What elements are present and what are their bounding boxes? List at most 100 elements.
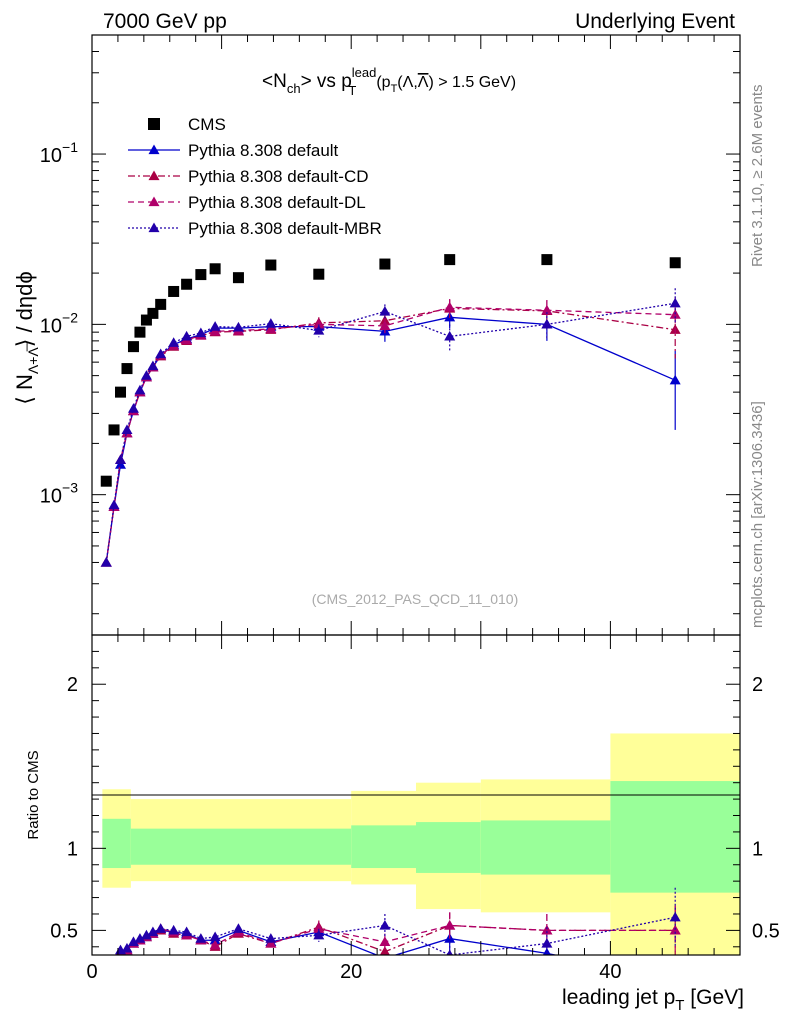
x-tick-label: 40 — [599, 961, 621, 983]
cd-line — [105, 307, 676, 563]
ratio-y-tick-label: 2 — [67, 674, 78, 696]
tick-exp: −1 — [62, 139, 78, 155]
legend-marker-default — [148, 144, 160, 155]
mbr-point — [127, 403, 139, 413]
mbr-ratio-point — [209, 931, 221, 942]
tick-exp: −2 — [62, 309, 78, 325]
mbr-ratio-point — [541, 938, 553, 948]
default-line — [105, 316, 676, 563]
xlabel-sub: T — [675, 997, 684, 1014]
default-point — [669, 374, 681, 385]
mbr-point — [541, 318, 553, 329]
mbr-ratio-point — [181, 926, 193, 937]
mbr-point — [121, 424, 133, 435]
mbr-ratio-point — [265, 933, 277, 943]
mbr-ratio-point — [127, 936, 139, 946]
mbr-point — [115, 454, 127, 465]
ylabel-post: ⟩ / dηdϕ — [12, 271, 37, 347]
title-cut3: ) > 1.5 GeV) — [428, 74, 516, 91]
mbr-point — [444, 330, 456, 341]
cms-point — [669, 257, 681, 269]
legend-swatch-cms — [148, 118, 160, 130]
cms-point — [155, 298, 167, 310]
main-y-tick-label: 10−3 — [40, 480, 78, 508]
ratio-frame — [91, 634, 741, 956]
ratio-band-green — [351, 825, 416, 869]
dl-point — [313, 318, 325, 329]
x-tick-label: 0 — [86, 961, 97, 983]
cms-point — [100, 475, 112, 487]
dl-ratio-point — [313, 923, 325, 933]
default-ratio-point — [670, 974, 681, 984]
mbr-point — [232, 321, 244, 332]
dl-ratio-point — [541, 924, 553, 935]
title-p-sub: T — [348, 83, 356, 98]
mbr-ratio-point — [232, 923, 244, 933]
title-cut1: (p — [376, 74, 390, 91]
ratio-y-tick-label-right: 2 — [752, 674, 763, 696]
main-y-tick-label: 10−1 — [40, 139, 78, 167]
xlabel-unit: [GeV] — [684, 986, 744, 1009]
rivet-label: Rivet 3.1.10, ≥ 2.6M events — [749, 85, 766, 268]
mbr-point — [140, 370, 152, 380]
mbr-ratio-line — [120, 916, 676, 955]
cms-point — [444, 254, 456, 266]
mbr-ratio-point — [134, 933, 146, 943]
ratio-ticks: 0.5 0.51 12 20 20 40 — [50, 635, 780, 983]
mbr-ratio-point — [147, 926, 159, 937]
ratio-y-tick-label-right: 1 — [752, 838, 763, 860]
mbr-ratio-point — [669, 911, 681, 922]
cms-point — [209, 263, 221, 275]
legend-label-dl: Pythia 8.308 default-DL — [188, 193, 366, 212]
ratio-band-green — [102, 818, 131, 869]
xlabel-text: leading jet p — [562, 986, 675, 1009]
mbr-point — [669, 297, 681, 308]
dl-point — [379, 320, 391, 330]
ratio-plot: 0.5 0.51 12 20 20 40 — [50, 634, 780, 984]
mbr-point — [155, 348, 167, 359]
mbr-line — [105, 302, 676, 563]
ratio-y-tick-label: 0.5 — [50, 920, 78, 942]
mbr-ratio-point — [168, 924, 180, 935]
dl-ratio-point — [444, 919, 456, 930]
mbr-point — [134, 384, 146, 395]
legend-label-mbr: Pythia 8.308 default-MBR — [188, 219, 382, 238]
legend-marker-mbr — [148, 222, 160, 233]
analysis-id: (CMS_2012_PAS_QCD_11_010) — [312, 591, 519, 607]
header-left: 7000 GeV pp — [103, 10, 227, 33]
cms-point — [265, 259, 277, 271]
title-mid: > vs p — [301, 71, 352, 92]
plot-title: <Nch> vs plead T (pT(Λ,Λ) > 1.5 GeV) — [262, 65, 516, 98]
mbr-ratio-point — [195, 933, 207, 943]
title-n-sub: ch — [287, 81, 301, 96]
ratio-y-label: Ratio to CMS — [25, 750, 42, 839]
tick-base: 10 — [40, 145, 62, 167]
cms-point — [168, 285, 180, 297]
mbr-point — [265, 318, 277, 328]
cms-point — [181, 278, 193, 290]
tick-exp: −3 — [62, 480, 78, 496]
ratio-band-green — [416, 822, 481, 873]
title-cut-sub: T — [391, 83, 398, 95]
main-plot: 10−3 10 −2 10−1 — [40, 34, 741, 636]
legend-marker-cd — [148, 170, 160, 181]
mbr-point — [181, 330, 193, 341]
header-right: Underlying Event — [575, 10, 735, 33]
title-n: <N — [262, 71, 287, 92]
cms-point — [232, 272, 244, 284]
dl-point — [541, 304, 553, 315]
dl-ratio-point — [265, 938, 277, 948]
mbr-ratio-point — [379, 919, 391, 930]
mbr-point — [147, 360, 159, 371]
cms-point — [121, 363, 133, 375]
mbr-point — [313, 325, 325, 335]
x-tick-label: 20 — [340, 961, 362, 983]
mbr-point — [100, 556, 112, 567]
main-y-label: ⟨ NΛ+Λ̅⟩ / dηdϕ — [12, 271, 41, 404]
title-p-sup: lead — [352, 65, 377, 80]
legend-marker-dl — [148, 196, 160, 207]
legend-label-cms: CMS — [188, 115, 226, 134]
legend-label-default: Pythia 8.308 default — [188, 141, 339, 160]
mbr-point — [209, 321, 221, 331]
